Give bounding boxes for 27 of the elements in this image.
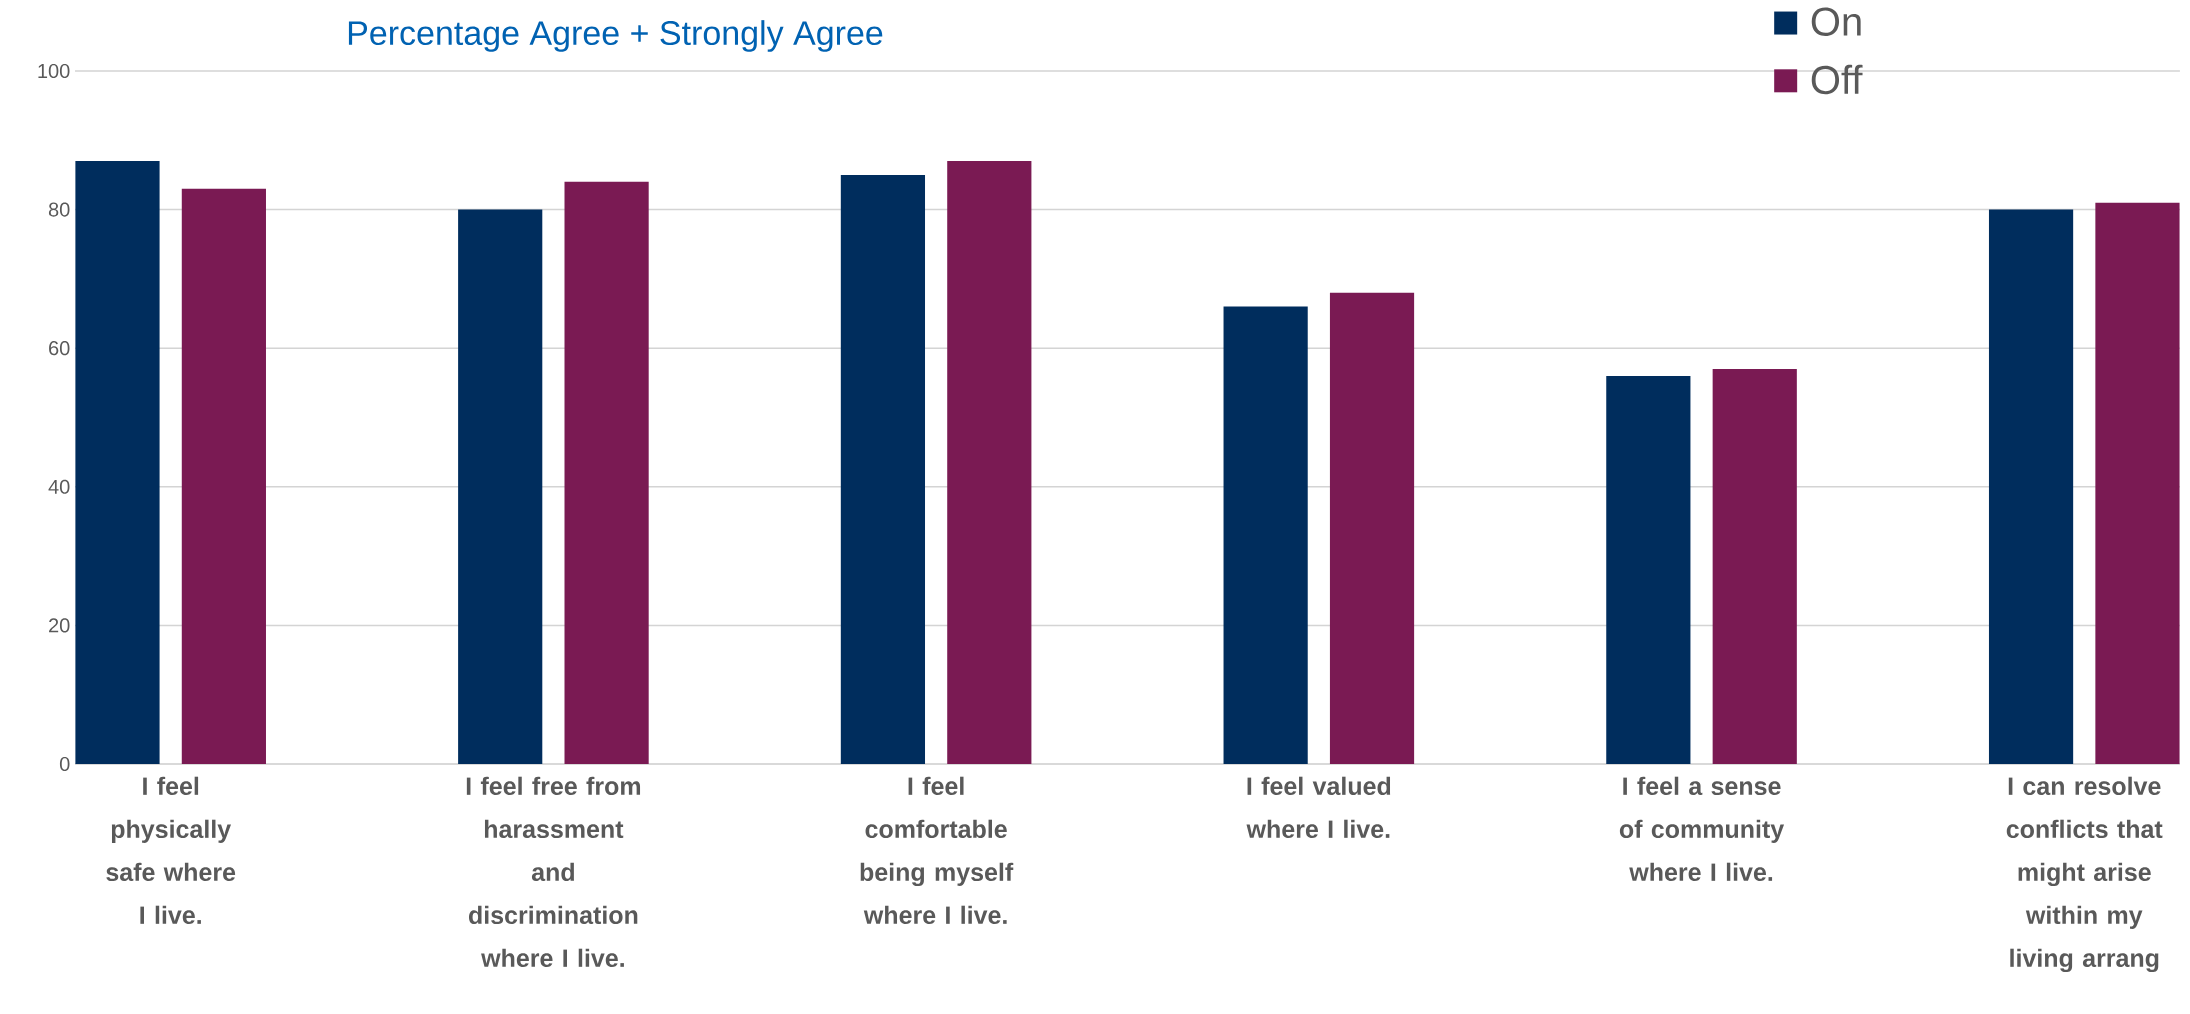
x-tick-label: I can resolve conflicts that might arise within my living arrang: [2006, 776, 2163, 973]
y-tick-label: 100: [38, 63, 70, 79]
bar: [181, 188, 266, 764]
bar: [1329, 292, 1415, 764]
y-tick-label: 20: [49, 618, 70, 633]
y-tick-label: 0: [59, 756, 70, 772]
bar: [75, 161, 160, 764]
y-tick-label: 40: [48, 479, 70, 494]
bar: [1223, 306, 1308, 764]
x-tick-label: I feel a sense of community where I live.: [1619, 776, 1785, 882]
bar: [1988, 209, 2074, 764]
x-tick-label: I feel free from harassment and discrimination where I live.: [466, 776, 641, 968]
x-tick-label: I feel comfortable being myself where I live.: [860, 776, 1014, 925]
bar: [1712, 368, 1797, 764]
x-tick-label: I feel physically safe where I live.: [106, 776, 236, 925]
bar: [2095, 202, 2180, 764]
legend-label: Off: [1811, 64, 1863, 95]
bar: [840, 174, 926, 764]
bar: [458, 209, 543, 764]
x-tick-label: I feel valued where I live.: [1246, 776, 1391, 839]
chart-title: Percentage Agree + Strongly Agree: [348, 20, 883, 52]
legend-label: On: [1811, 7, 1861, 36]
y-tick-label: 60: [49, 341, 70, 356]
bar: [947, 161, 1032, 764]
y-tick-label: 80: [48, 202, 70, 217]
bar: [1606, 375, 1691, 764]
bar: [564, 181, 649, 764]
